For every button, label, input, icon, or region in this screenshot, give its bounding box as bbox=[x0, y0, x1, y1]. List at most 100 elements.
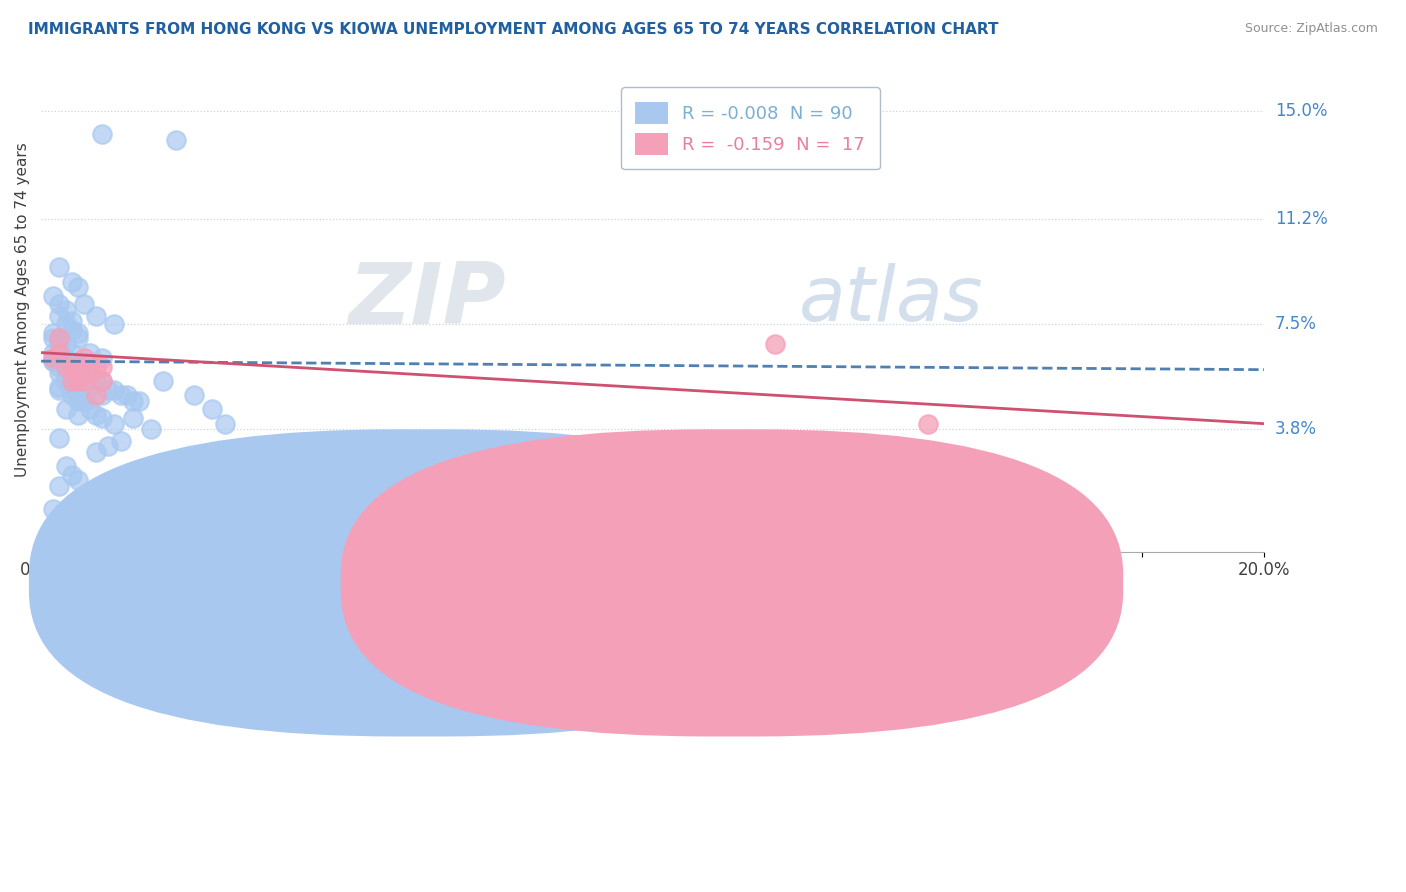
Point bbox=[917, 417, 939, 431]
Point bbox=[73, 297, 96, 311]
Point bbox=[66, 359, 89, 374]
Point bbox=[55, 402, 77, 417]
Point bbox=[73, 393, 96, 408]
Point bbox=[103, 317, 125, 331]
Point bbox=[42, 354, 65, 368]
Point bbox=[214, 417, 236, 431]
Point bbox=[60, 388, 83, 402]
Point bbox=[48, 337, 70, 351]
Point bbox=[128, 393, 150, 408]
Point bbox=[55, 359, 77, 374]
Point bbox=[73, 351, 96, 366]
Point bbox=[66, 331, 89, 345]
Point bbox=[110, 434, 132, 448]
Point bbox=[48, 431, 70, 445]
Point bbox=[60, 314, 83, 328]
Point bbox=[73, 393, 96, 408]
Point bbox=[103, 417, 125, 431]
Point bbox=[91, 374, 114, 388]
Point bbox=[66, 326, 89, 340]
Point bbox=[141, 422, 163, 436]
Point bbox=[55, 354, 77, 368]
Y-axis label: Unemployment Among Ages 65 to 74 years: Unemployment Among Ages 65 to 74 years bbox=[15, 143, 30, 477]
Point bbox=[60, 374, 83, 388]
Point bbox=[48, 380, 70, 394]
Point bbox=[84, 309, 107, 323]
Point bbox=[60, 467, 83, 482]
Point bbox=[42, 351, 65, 366]
Point bbox=[60, 380, 83, 394]
Text: 11.2%: 11.2% bbox=[1275, 211, 1327, 228]
Point bbox=[60, 359, 83, 374]
Point bbox=[48, 345, 70, 359]
Text: Immigrants from Hong Kong: Immigrants from Hong Kong bbox=[463, 574, 697, 592]
Text: Kiowa: Kiowa bbox=[772, 574, 821, 592]
Point bbox=[60, 359, 83, 374]
Point bbox=[84, 374, 107, 388]
Legend: R = -0.008  N = 90, R =  -0.159  N =  17: R = -0.008 N = 90, R = -0.159 N = 17 bbox=[621, 87, 880, 169]
Text: atlas: atlas bbox=[799, 263, 984, 337]
Point bbox=[152, 374, 174, 388]
Point bbox=[201, 402, 224, 417]
Point bbox=[60, 359, 83, 374]
Point bbox=[55, 359, 77, 374]
Point bbox=[79, 380, 101, 394]
Point bbox=[79, 345, 101, 359]
Point bbox=[66, 374, 89, 388]
Point bbox=[73, 359, 96, 374]
Point bbox=[48, 297, 70, 311]
Point bbox=[42, 326, 65, 340]
Point bbox=[121, 393, 143, 408]
Point bbox=[73, 366, 96, 380]
Point bbox=[42, 501, 65, 516]
Point bbox=[42, 289, 65, 303]
Point bbox=[48, 479, 70, 493]
Point bbox=[42, 345, 65, 359]
Text: ZIP: ZIP bbox=[349, 259, 506, 342]
Point bbox=[66, 474, 89, 488]
Point bbox=[97, 383, 120, 397]
FancyBboxPatch shape bbox=[340, 429, 1123, 737]
Point bbox=[66, 393, 89, 408]
Point bbox=[55, 459, 77, 474]
Point bbox=[84, 388, 107, 402]
Point bbox=[55, 366, 77, 380]
Text: IMMIGRANTS FROM HONG KONG VS KIOWA UNEMPLOYMENT AMONG AGES 65 TO 74 YEARS CORREL: IMMIGRANTS FROM HONG KONG VS KIOWA UNEMP… bbox=[28, 22, 998, 37]
Point bbox=[55, 374, 77, 388]
Point bbox=[48, 345, 70, 359]
Text: 3.8%: 3.8% bbox=[1275, 420, 1317, 438]
Point bbox=[73, 374, 96, 388]
Point bbox=[73, 488, 96, 502]
Text: 7.5%: 7.5% bbox=[1275, 315, 1317, 334]
Point bbox=[48, 260, 70, 275]
Point bbox=[42, 331, 65, 345]
Point bbox=[165, 132, 187, 146]
Point bbox=[97, 439, 120, 453]
Point bbox=[66, 388, 89, 402]
Point bbox=[763, 337, 786, 351]
Point bbox=[84, 445, 107, 459]
Point bbox=[91, 127, 114, 141]
Point bbox=[91, 411, 114, 425]
Point bbox=[73, 393, 96, 408]
Point bbox=[84, 359, 107, 374]
Point bbox=[60, 323, 83, 337]
Point bbox=[66, 280, 89, 294]
Point bbox=[79, 402, 101, 417]
Point bbox=[91, 359, 114, 374]
Point bbox=[66, 366, 89, 380]
Point bbox=[79, 366, 101, 380]
Point bbox=[55, 351, 77, 366]
Point bbox=[42, 354, 65, 368]
Point bbox=[48, 331, 70, 345]
Point bbox=[91, 388, 114, 402]
Point bbox=[60, 359, 83, 374]
Point bbox=[183, 388, 205, 402]
Point bbox=[66, 366, 89, 380]
Point bbox=[60, 345, 83, 359]
Point bbox=[84, 408, 107, 422]
Text: Source: ZipAtlas.com: Source: ZipAtlas.com bbox=[1244, 22, 1378, 36]
Point bbox=[103, 383, 125, 397]
Point bbox=[48, 354, 70, 368]
Point bbox=[121, 411, 143, 425]
